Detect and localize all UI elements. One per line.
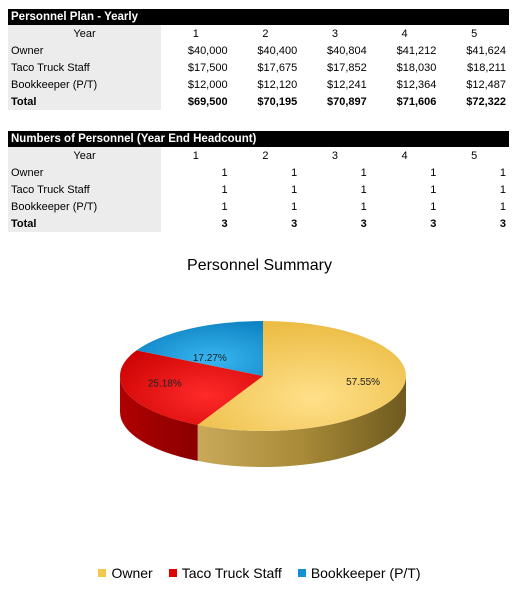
year-header: 5 [439,147,509,164]
row-value: 1 [430,166,437,179]
table-row: Owner 1 1 1 1 1 [8,164,509,181]
row-value: $17,675 [257,61,298,74]
legend-item: Taco Truck Staff [168,565,282,581]
row-value: $12,364 [396,78,437,91]
total-value: $71,606 [396,95,437,108]
total-value: $72,322 [466,95,506,108]
chart-legend: Owner Taco Truck Staff Bookkeeper (P/T) [0,565,519,581]
row-value: 1 [291,183,298,196]
row-value: 1 [499,166,506,179]
pie-slice [197,321,406,431]
legend-swatch [98,569,107,578]
row-label: Taco Truck Staff [8,181,161,198]
row-value: $17,500 [187,61,228,74]
table-title-row: Numbers of Personnel (Year End Headcount… [8,131,509,147]
personnel-plan-table: Personnel Plan - Yearly Year 1 2 3 4 5 Owner $40… [8,9,509,110]
total-row: Total 3 3 3 3 3 [8,215,509,232]
row-value: 1 [499,183,506,196]
row-label: Bookkeeper (P/T) [8,76,161,93]
total-value: 3 [430,217,437,230]
total-label: Total [8,93,161,110]
table-header-row: Year 1 2 3 4 5 [8,25,509,42]
pie-slice-label: 17.27% [193,353,227,364]
row-value: 1 [430,200,437,213]
row-value: 1 [499,200,506,213]
year-header: 3 [300,25,370,42]
table-title: Personnel Plan - Yearly [8,9,509,25]
row-value: $17,852 [327,61,367,74]
pie-slice-label: 25.18% [148,379,182,390]
row-value: $40,804 [327,44,367,57]
row-value: 1 [360,183,367,196]
legend-swatch [168,569,177,578]
row-value: 1 [360,200,367,213]
table-row: Bookkeeper (P/T) $12,000 $12,120 $12,241 $12… [8,76,509,93]
row-value: 1 [221,166,228,179]
row-value: $12,120 [257,78,298,91]
pie-slice-label: 57.55% [346,377,380,388]
row-value: $40,000 [187,44,228,57]
row-value: 1 [291,200,298,213]
row-value: $12,241 [327,78,367,91]
total-value: 3 [291,217,298,230]
year-header: 4 [369,25,440,42]
header-label: Year [8,25,161,42]
row-value: $18,211 [467,61,506,74]
row-label: Owner [8,164,161,181]
total-row: Total $69,500 $70,195 $70,897 $71,606 $72,322 [8,93,509,110]
legend-item: Owner [98,565,153,581]
table-header-row: Year 1 2 3 4 5 [8,147,509,164]
chart-title: Personnel Summary [187,257,332,274]
row-value: $41,624 [466,44,506,57]
legend-item: Bookkeeper (P/T) [297,565,421,581]
table-row: Owner $40,000 $40,400 $40,804 $41,212 $41,624 [8,42,509,59]
year-header: 5 [439,25,509,42]
total-value: $70,897 [327,95,367,108]
row-value: $41,212 [396,44,437,57]
table-row: Bookkeeper (P/T) 1 1 1 1 1 [8,198,509,215]
total-value: $70,195 [257,95,298,108]
legend-label: Owner [111,565,153,581]
year-header: 2 [230,25,301,42]
row-value: 1 [430,183,437,196]
row-value: $40,400 [257,44,298,57]
total-value: 3 [360,217,367,230]
row-label: Taco Truck Staff [8,59,161,76]
year-header: 3 [300,147,370,164]
legend-label: Taco Truck Staff [181,565,282,581]
table-row: Taco Truck Staff 1 1 1 1 1 [8,181,509,198]
table-title-row: Personnel Plan - Yearly [8,9,509,25]
pie-slice [119,350,263,425]
row-value: $12,487 [466,78,506,91]
pie-slice-side [197,376,406,467]
legend-swatch [297,569,306,578]
row-value: $18,030 [396,61,437,74]
total-value: 3 [499,217,506,230]
year-header: 1 [161,147,231,164]
table-row: Taco Truck Staff $17,500 $17,675 $17,852 $18… [8,59,509,76]
row-value: 1 [221,200,228,213]
row-value: 1 [360,166,367,179]
year-header: 1 [161,25,231,42]
pie-slice-side [120,376,198,461]
row-value: $12,000 [187,78,228,91]
table-title: Numbers of Personnel (Year End Headcount… [8,131,509,147]
year-header: 2 [230,147,301,164]
header-label: Year [8,147,161,164]
pie-slice [136,321,263,376]
legend-label: Bookkeeper (P/T) [310,565,421,581]
row-label: Owner [8,42,161,59]
row-value: 1 [291,166,298,179]
headcount-table: Numbers of Personnel (Year End Headcount… [8,131,509,232]
row-label: Bookkeeper (P/T) [8,198,161,215]
total-value: 3 [221,217,228,230]
row-value: 1 [221,183,228,196]
year-header: 4 [369,147,440,164]
total-value: $69,500 [187,95,228,108]
total-label: Total [8,215,161,232]
